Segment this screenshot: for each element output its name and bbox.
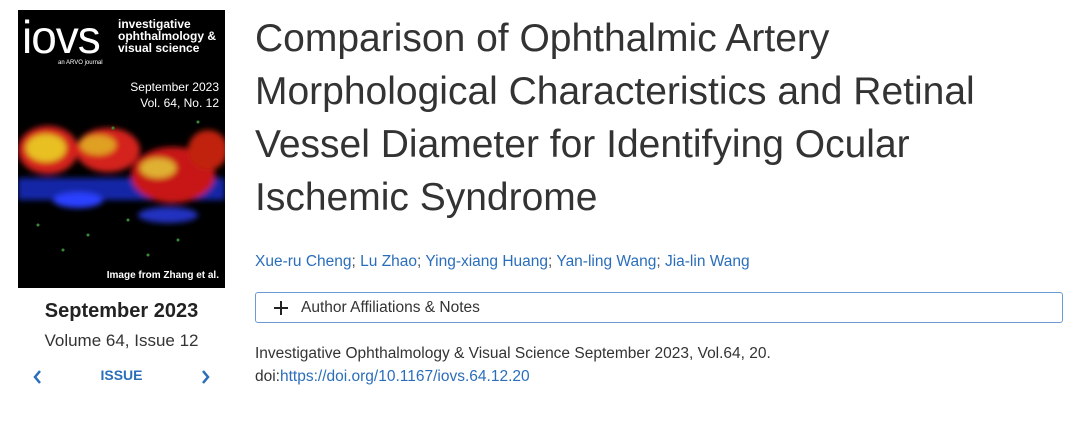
author-link[interactable]: Xue-ru Cheng <box>255 253 352 270</box>
cover-credit: Image from Zhang et al. <box>106 270 219 281</box>
issue-volume: Volume 64, Issue 12 <box>44 331 199 350</box>
author-link[interactable]: Jia-lin Wang <box>664 253 750 270</box>
citation: Investigative Ophthalmology & Visual Sci… <box>255 342 771 388</box>
cover-journal: investigative ophthalmology & visual sci… <box>118 18 216 54</box>
author-link[interactable]: Ying-xiang Huang <box>425 253 549 270</box>
author-link[interactable]: Lu Zhao <box>360 253 418 270</box>
issue-link[interactable]: ISSUE <box>100 367 143 383</box>
doi: doi:https://doi.org/10.1167/iovs.64.12.2… <box>255 365 771 388</box>
doi-link[interactable]: https://doi.org/10.1167/iovs.64.12.20 <box>280 368 530 385</box>
cover-journal-line: ophthalmology & <box>118 29 216 43</box>
cover-art <box>18 120 225 257</box>
next-issue[interactable] <box>200 369 212 385</box>
author-separator: ; <box>548 253 553 270</box>
plus-icon <box>274 301 288 315</box>
authors: Xue-ru Cheng; Lu Zhao; Ying-xiang Huang;… <box>255 253 750 271</box>
cover-image: iovs investigative ophthalmology & visua… <box>18 10 225 288</box>
doi-label: doi: <box>255 368 280 385</box>
author-separator: ; <box>351 253 356 270</box>
cover-volume: Vol. 64, No. 12 <box>140 96 219 110</box>
affiliations-button[interactable]: Author Affiliations & Notes <box>255 292 1063 323</box>
affiliations-label: Author Affiliations & Notes <box>301 299 480 316</box>
issue-nav: ISSUE <box>18 366 225 386</box>
issue-date: September 2023 <box>44 300 199 322</box>
title-line: Comparison of Ophthalmic Artery <box>255 17 830 60</box>
cover-journal-line: investigative <box>118 17 191 31</box>
title-line: Ischemic Syndrome <box>255 176 598 219</box>
citation-text: Investigative Ophthalmology & Visual Sci… <box>255 345 771 362</box>
author-separator: ; <box>417 253 422 270</box>
author-link[interactable]: Yan-ling Wang <box>556 253 657 270</box>
cover-logo: iovs <box>22 11 101 63</box>
title-line: Morphological Characteristics and Retina… <box>255 70 975 113</box>
article-title: Comparison of Ophthalmic Artery Morpholo… <box>255 12 975 224</box>
title-line: Vessel Diameter for Identifying Ocular <box>255 123 910 166</box>
cover-date: September 2023 <box>130 80 219 94</box>
prev-issue[interactable] <box>32 369 44 385</box>
cover-journal-line: visual science <box>118 41 200 55</box>
author-separator: ; <box>656 253 661 270</box>
cover-publisher: an ARVO journal <box>58 60 103 66</box>
